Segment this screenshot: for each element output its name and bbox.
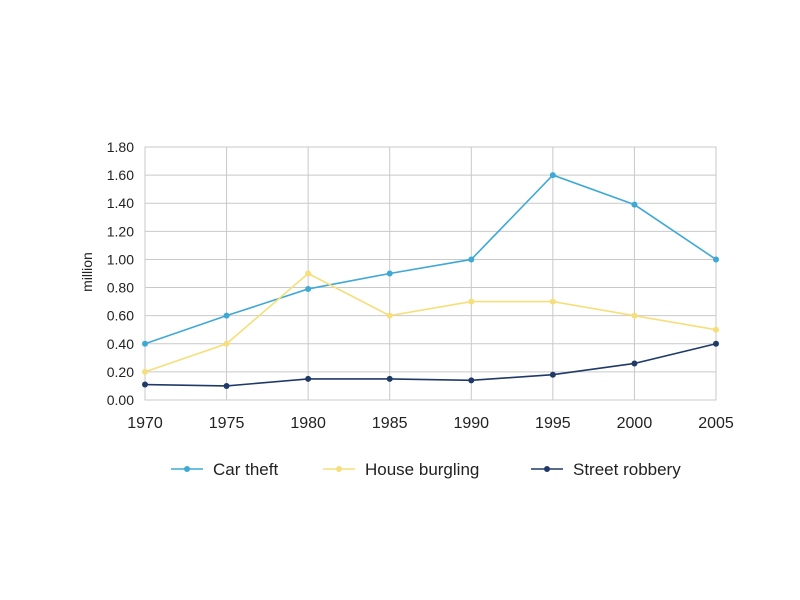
data-point (223, 312, 230, 319)
legend-item: Car theft (171, 460, 278, 479)
grid (144, 146, 717, 401)
series-line (144, 343, 717, 387)
y-axis-label: million (79, 252, 95, 292)
data-point (223, 382, 230, 389)
data-point (223, 340, 230, 347)
data-point (305, 270, 312, 277)
x-tick-label: 1975 (209, 415, 245, 432)
data-point (142, 368, 148, 375)
plot-frame (144, 146, 717, 401)
legend-swatch-marker (184, 466, 190, 472)
x-tick-label: 1980 (290, 415, 326, 432)
data-point (549, 371, 556, 378)
series-car-theft (142, 172, 719, 347)
y-tick-label: 0.00 (107, 392, 134, 408)
x-tick-label: 2000 (617, 415, 653, 432)
data-point (386, 270, 393, 277)
y-tick-label: 1.60 (107, 167, 134, 183)
series-street-robbery (142, 340, 719, 389)
x-tick-label: 1985 (372, 415, 408, 432)
y-tick-label: 1.20 (107, 223, 134, 239)
data-point (386, 375, 393, 382)
legend-item: House burgling (323, 460, 479, 479)
legend-label: Car theft (213, 460, 278, 479)
y-tick-label: 1.00 (107, 251, 134, 267)
legend-swatch-marker (544, 466, 550, 472)
data-point (305, 375, 312, 382)
series-line (144, 272, 717, 373)
series (142, 172, 719, 389)
data-point (713, 326, 719, 333)
data-point (549, 298, 556, 305)
y-tick-label: 1.80 (107, 139, 134, 155)
y-tick-label: 1.40 (107, 195, 134, 211)
data-point (468, 377, 475, 384)
data-point (142, 340, 148, 347)
data-point (142, 381, 148, 388)
series-house-burgling (142, 270, 719, 375)
legend-item: Street robbery (531, 460, 681, 479)
data-point (631, 360, 638, 367)
y-tick-label: 0.20 (107, 364, 134, 380)
x-tick-label: 1970 (127, 415, 163, 432)
y-axis-ticks: 0.00 0.20 0.40 0.60 0.80 1.00 1.20 1.40 1.60 1.80 (107, 139, 134, 408)
legend: Car theft House burgling Street robbery (171, 460, 681, 479)
legend-label: House burgling (365, 460, 479, 479)
y-tick-label: 0.60 (107, 308, 134, 324)
y-tick-label: 0.80 (107, 280, 134, 296)
legend-swatch-marker (336, 466, 342, 472)
data-point (468, 298, 475, 305)
data-point (549, 172, 556, 179)
x-tick-label: 2005 (698, 415, 734, 432)
legend-label: Street robbery (573, 460, 681, 479)
data-point (631, 312, 638, 319)
series-line (144, 174, 717, 345)
data-point (386, 312, 393, 319)
data-point (713, 256, 719, 263)
x-axis-ticks: 1970 1975 1980 1985 1990 1995 2000 2005 (127, 415, 734, 432)
x-tick-label: 1990 (453, 415, 489, 432)
x-tick-label: 1995 (535, 415, 571, 432)
data-point (305, 285, 312, 292)
data-point (713, 340, 719, 347)
data-point (468, 256, 475, 263)
data-point (631, 201, 638, 208)
y-tick-label: 0.40 (107, 336, 134, 352)
